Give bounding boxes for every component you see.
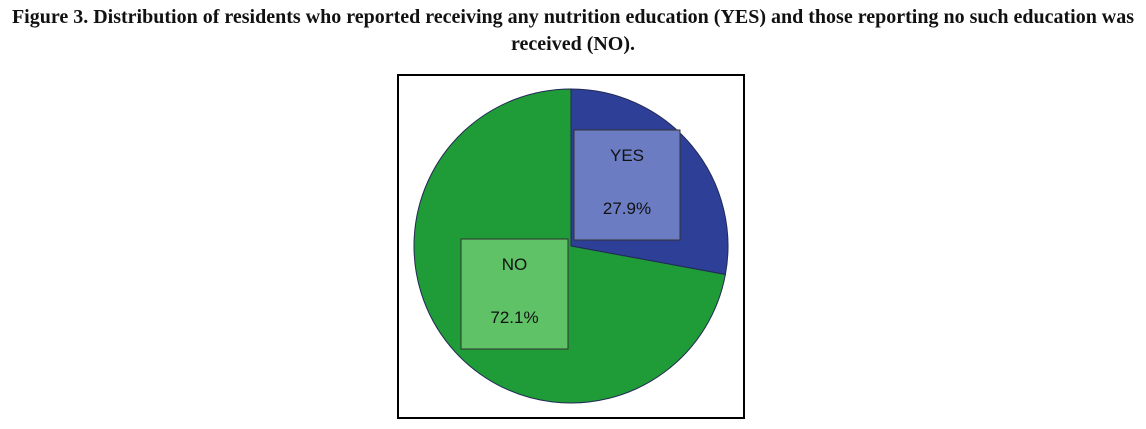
pie-chart: YES 27.9% NO 72.1% xyxy=(413,88,729,404)
slice-label-box-yes: YES 27.9% xyxy=(573,129,681,241)
slice-category-label: NO xyxy=(502,255,528,274)
chart-frame: YES 27.9% NO 72.1% xyxy=(397,74,745,419)
slice-label-box-no: NO 72.1% xyxy=(460,238,569,350)
slice-value-label: 27.9% xyxy=(603,199,651,218)
slice-value-label: 72.1% xyxy=(490,308,538,327)
figure-caption: Figure 3. Distribution of residents who … xyxy=(11,6,1135,55)
slice-category-label: YES xyxy=(610,146,644,165)
